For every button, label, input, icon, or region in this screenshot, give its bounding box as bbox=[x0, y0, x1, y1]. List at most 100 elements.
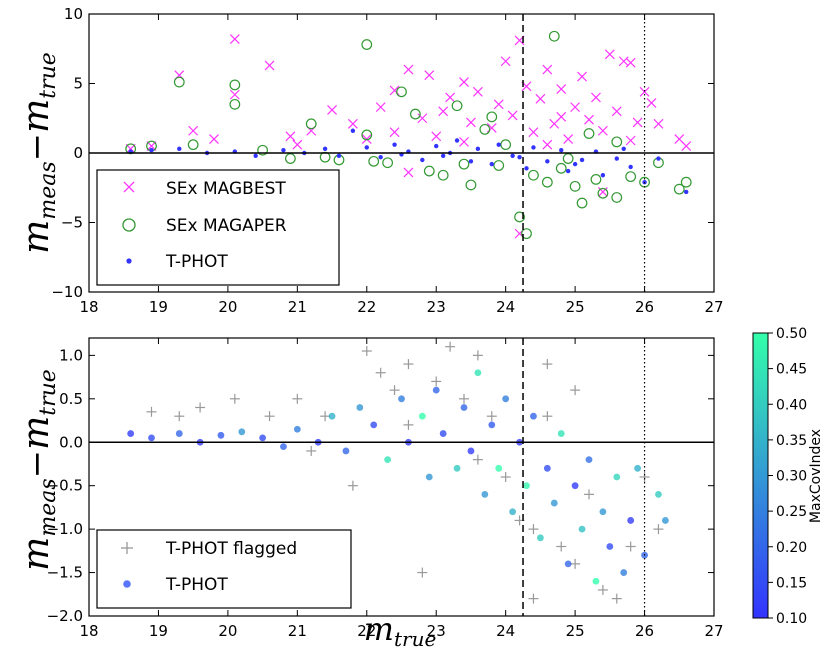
marker-flagged bbox=[570, 558, 581, 569]
marker-tphot bbox=[398, 395, 405, 403]
marker-flagged bbox=[556, 541, 567, 552]
marker-magbest bbox=[424, 70, 435, 81]
top-x-tick-label: 22 bbox=[357, 298, 376, 316]
marker-tphot bbox=[378, 154, 383, 160]
colorbar-tick-label: 0.10 bbox=[776, 611, 807, 627]
marker-magbest bbox=[229, 34, 240, 44]
marker-tphot bbox=[571, 482, 579, 490]
marker-magaper bbox=[555, 162, 567, 174]
marker-magbest bbox=[646, 98, 657, 108]
marker-tphot bbox=[453, 464, 461, 472]
marker-tphot bbox=[634, 464, 642, 472]
bottom-data-points bbox=[127, 341, 669, 604]
colorbar-tick-label: 0.15 bbox=[776, 575, 807, 591]
marker-flagged bbox=[229, 393, 240, 404]
bottom-y-tick-label: 1.0 bbox=[59, 346, 83, 364]
marker-magaper bbox=[229, 79, 241, 91]
marker-tphot bbox=[496, 142, 501, 147]
bottom-x-tick-label: 23 bbox=[427, 622, 446, 640]
marker-magaper bbox=[257, 144, 269, 156]
ylabel-sub1: meas bbox=[36, 478, 61, 536]
top-x-tick-label: 18 bbox=[79, 298, 98, 316]
marker-tphot bbox=[293, 425, 301, 433]
legend-label-magbest: SEx MAGBEST bbox=[166, 179, 286, 199]
marker-tphot bbox=[564, 560, 572, 568]
marker-tphot bbox=[572, 161, 578, 167]
bottom-x-tick-label: 24 bbox=[496, 622, 515, 640]
marker-magbest bbox=[375, 102, 386, 113]
marker-tphot bbox=[281, 148, 286, 153]
marker-tphot bbox=[536, 534, 544, 542]
marker-magaper bbox=[569, 180, 581, 192]
marker-tphot bbox=[599, 508, 607, 516]
marker-tphot bbox=[364, 145, 369, 150]
marker-magbest bbox=[327, 104, 337, 115]
marker-magbest bbox=[625, 135, 636, 146]
bottom-x-tick-label: 21 bbox=[288, 622, 307, 640]
marker-magaper bbox=[514, 211, 525, 223]
marker-tphot bbox=[578, 525, 586, 533]
top-y-tick-label: −5 bbox=[61, 214, 83, 232]
marker-magbest bbox=[264, 60, 275, 71]
marker-flagged bbox=[375, 367, 386, 378]
marker-magbest bbox=[431, 131, 442, 142]
marker-tphot bbox=[149, 148, 154, 153]
marker-magbest bbox=[403, 64, 414, 75]
marker-magaper bbox=[437, 169, 449, 181]
marker-flagged bbox=[653, 524, 664, 535]
marker-magbest bbox=[417, 113, 428, 124]
marker-tphot bbox=[253, 153, 258, 158]
marker-tphot bbox=[502, 395, 510, 403]
marker-flagged bbox=[472, 454, 483, 465]
marker-magaper bbox=[479, 123, 491, 135]
marker-magbest bbox=[403, 167, 414, 178]
marker-flagged bbox=[389, 385, 400, 396]
marker-magbest bbox=[459, 136, 469, 147]
top-axis-ticks: 18 19 20 21 22 23 24 25 26 27 10 5 0 −5 −10 bbox=[51, 5, 723, 316]
marker-tphot bbox=[322, 146, 328, 152]
marker-tphot bbox=[585, 456, 593, 464]
marker-flagged bbox=[195, 402, 206, 413]
top-x-tick-label: 25 bbox=[566, 298, 585, 316]
colorbar-tick-label: 0.30 bbox=[776, 469, 807, 485]
marker-flagged bbox=[486, 411, 497, 422]
marker-magbest bbox=[438, 106, 449, 117]
bottom-x-tick-label: 25 bbox=[566, 622, 585, 640]
marker-magbest bbox=[486, 123, 497, 133]
marker-magbest bbox=[500, 56, 511, 67]
bottom-y-tick-label: −1.5 bbox=[47, 564, 83, 582]
marker-magbest bbox=[347, 118, 358, 129]
marker-magbest bbox=[681, 141, 692, 151]
marker-flagged bbox=[500, 472, 511, 482]
marker-tphot bbox=[684, 189, 689, 195]
top-y-axis-label: mmeas−mtrue bbox=[16, 52, 61, 254]
top-y-tick-label: 0 bbox=[73, 144, 83, 162]
marker-tphot bbox=[613, 473, 621, 481]
marker-magaper bbox=[576, 197, 588, 209]
ylabel-m2: m bbox=[16, 416, 57, 450]
marker-tphot bbox=[614, 156, 619, 161]
xlabel-sub: true bbox=[394, 627, 436, 651]
marker-magaper bbox=[423, 165, 435, 177]
marker-tphot bbox=[280, 443, 287, 450]
top-x-tick-label: 23 bbox=[427, 298, 446, 316]
marker-magaper bbox=[521, 228, 532, 240]
marker-tphot bbox=[559, 148, 564, 153]
marker-magbest bbox=[389, 85, 400, 96]
bottom-x-tick-label: 26 bbox=[635, 622, 654, 640]
marker-tphot bbox=[495, 464, 503, 472]
marker-tphot bbox=[177, 146, 182, 152]
legend-marker-flagged bbox=[121, 542, 133, 554]
bottom-legend: T-PHOT flagged T-PHOT bbox=[96, 529, 352, 609]
marker-tphot bbox=[655, 490, 662, 498]
marker-magbest bbox=[472, 86, 483, 97]
marker-magbest bbox=[535, 93, 546, 104]
marker-flagged bbox=[146, 406, 157, 417]
marker-magbest bbox=[459, 77, 469, 88]
marker-flagged bbox=[403, 419, 414, 430]
marker-tphot bbox=[606, 543, 614, 550]
bottom-y-tick-label: −1.0 bbox=[47, 520, 83, 538]
marker-magaper bbox=[409, 108, 421, 120]
